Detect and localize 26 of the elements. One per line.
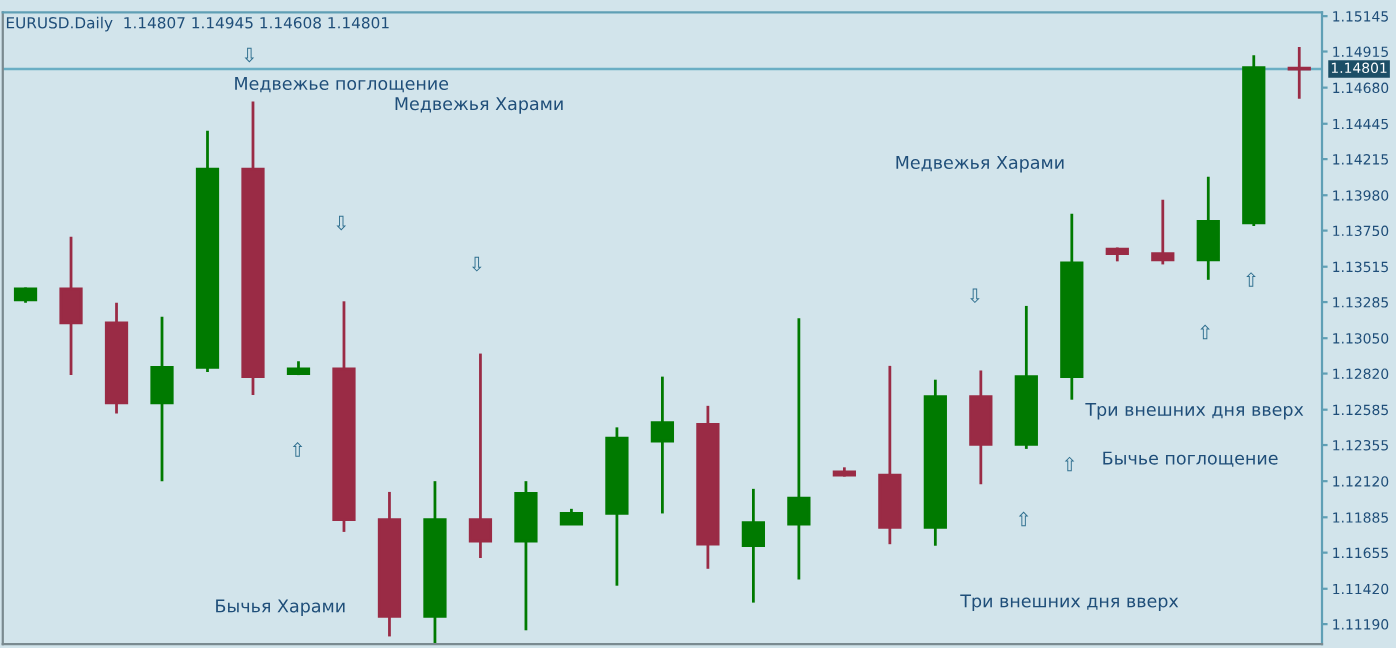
candlestick [59, 235, 83, 377]
annotation: ⇧ [1246, 272, 1256, 287]
candlestick [468, 352, 493, 560]
annotation: Медвежья Харами [395, 97, 563, 114]
annotation: ⇩ [244, 47, 255, 63]
annotation: Бычья Харами [216, 599, 345, 616]
annotation: Три внешних дня вверх [1085, 403, 1304, 420]
annotation: Медвежье поглощение [235, 77, 449, 93]
annotation: Бычье поглощение [1103, 451, 1278, 467]
candlestick [741, 487, 766, 604]
annotation: ⇧ [1018, 511, 1029, 527]
candlestick [650, 375, 675, 515]
candlestick [514, 479, 538, 632]
annotation: ⇧ [292, 442, 303, 457]
candlestick [150, 315, 174, 483]
annotation: ⇩ [471, 256, 482, 272]
candlestick [787, 316, 811, 581]
candlestick [1196, 175, 1220, 282]
annotation: Три внешних дня вверх [960, 594, 1179, 611]
candlestick [969, 369, 993, 486]
annotation: ⇧ [1200, 324, 1210, 340]
annotation: ⇩ [336, 215, 347, 231]
annotation: ⇩ [970, 288, 980, 304]
annotation: Медвежья Харами [896, 156, 1064, 173]
annotation: ⇧ [1064, 456, 1075, 472]
candlestick [1151, 198, 1175, 266]
